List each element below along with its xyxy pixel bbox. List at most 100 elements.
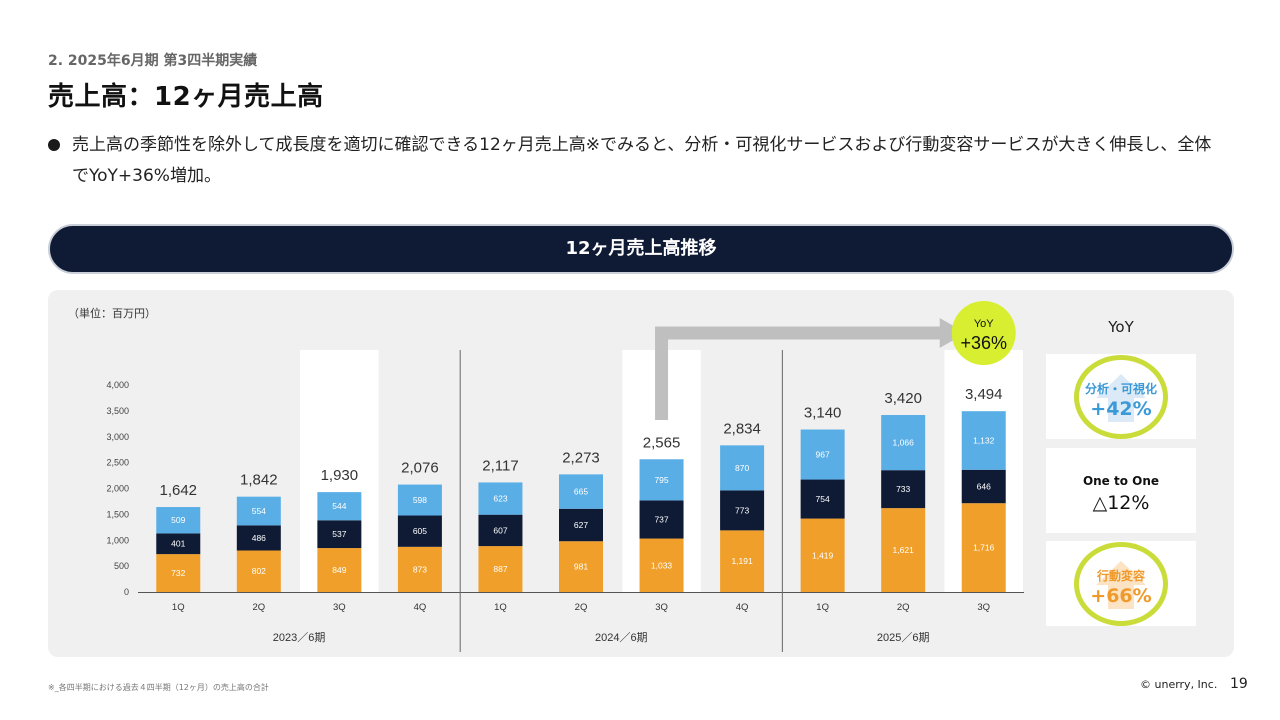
bar-segment xyxy=(397,484,442,516)
x-tick-label: 1Q xyxy=(172,602,185,613)
yoy-ring-icon xyxy=(1074,355,1168,439)
yoy-card-value: +42% xyxy=(1090,398,1152,420)
bar-segment xyxy=(559,474,603,509)
bar-segment xyxy=(720,490,765,531)
x-tick-label: 4Q xyxy=(414,602,427,613)
bar-segment xyxy=(961,469,1006,504)
y-tick-label: 2,500 xyxy=(106,458,129,468)
bar-value-label: 544 xyxy=(332,501,346,511)
bar-segment xyxy=(720,530,765,592)
yoy-card-value: △12% xyxy=(1092,492,1150,514)
bar-value-label: 486 xyxy=(252,533,266,543)
bar-segment xyxy=(559,508,603,542)
bar-value-label: 981 xyxy=(574,562,588,572)
bar-value-label: 598 xyxy=(413,495,427,505)
bullet-dot-icon xyxy=(48,139,60,151)
yoy-card-behavior: 行動変容 +66% xyxy=(1046,541,1196,626)
bar-value-label: 665 xyxy=(574,487,588,497)
bar-segment xyxy=(559,541,603,592)
chart-banner: 12ヶ月売上高推移 xyxy=(48,224,1234,274)
bar-value-label: 607 xyxy=(493,525,507,535)
bar-value-label: 873 xyxy=(413,564,427,574)
bar-value-label: 1,066 xyxy=(893,438,915,448)
y-tick-label: 2,000 xyxy=(106,484,129,494)
bar-segment xyxy=(156,533,201,555)
up-arrow-icon xyxy=(1096,561,1146,609)
x-tick-label: 2Q xyxy=(897,602,910,613)
section-label: 2. 2025年6月期 第3四半期実績 xyxy=(48,53,258,69)
bar-total-label: 1,930 xyxy=(321,467,359,484)
bar-segment xyxy=(317,492,362,521)
yoy-card-name: 行動変容 xyxy=(1096,569,1145,583)
x-tick-label: 1Q xyxy=(494,602,507,613)
bar-value-label: 605 xyxy=(413,526,427,536)
bar-value-label: 870 xyxy=(735,463,749,473)
bar-segment xyxy=(397,546,442,592)
bar-segment xyxy=(156,507,201,534)
page-number: 19 xyxy=(1230,676,1248,692)
x-tick-label: 2Q xyxy=(252,602,265,613)
bar-segment xyxy=(639,500,684,539)
bar-value-label: 1,132 xyxy=(973,435,995,445)
bar-value-label: 733 xyxy=(896,484,910,494)
yoy-header: YoY xyxy=(1108,318,1134,336)
bar-total-label: 1,842 xyxy=(240,472,278,489)
bar-value-label: 732 xyxy=(171,568,185,578)
bar-segment xyxy=(317,548,362,592)
y-tick-label: 500 xyxy=(114,561,129,571)
bar-total-label: 3,420 xyxy=(884,390,922,407)
bar-segment xyxy=(961,503,1006,592)
bar-segment xyxy=(236,496,281,526)
footnote: ※_各四半期における過去４四半期（12ヶ月）の売上高の合計 xyxy=(48,683,269,692)
x-tick-label: 3Q xyxy=(333,602,346,613)
bar-total-label: 2,117 xyxy=(482,457,518,474)
bar-segment xyxy=(639,538,684,592)
x-tick-label: 3Q xyxy=(977,602,990,613)
bar-value-label: 1,191 xyxy=(731,556,753,566)
bar-value-label: 554 xyxy=(252,506,266,516)
yoy-card-value: +66% xyxy=(1090,585,1152,607)
bar-segment xyxy=(720,445,765,491)
bar-value-label: 623 xyxy=(493,494,507,504)
bar-value-label: 1,621 xyxy=(893,545,915,555)
bar-value-label: 537 xyxy=(332,529,346,539)
yoy-badge-circle xyxy=(951,301,1016,365)
bar-value-label: 737 xyxy=(654,514,668,524)
bar-value-label: 773 xyxy=(735,505,749,515)
yoy-card-name: One to One xyxy=(1082,474,1160,488)
y-tick-label: 4,000 xyxy=(106,380,129,390)
bar-total-label: 3,140 xyxy=(804,405,842,422)
x-tick-label: 4Q xyxy=(736,602,749,613)
bar-segment xyxy=(317,520,362,549)
x-tick-label: 1Q xyxy=(816,602,829,613)
bar-value-label: 849 xyxy=(332,565,346,575)
bar-segment xyxy=(800,429,845,480)
unit-label: （単位：百万円） xyxy=(68,307,156,320)
bar-segment xyxy=(156,554,201,592)
y-tick-label: 3,000 xyxy=(106,432,129,442)
group-label: 2024／6期 xyxy=(595,631,648,644)
bar-segment xyxy=(961,411,1006,470)
bar-value-label: 754 xyxy=(816,494,830,504)
group-label: 2023／6期 xyxy=(273,631,326,644)
bar-segment xyxy=(881,508,926,592)
bar-segment xyxy=(236,525,281,551)
copyright: © unerry, Inc. xyxy=(1140,678,1218,691)
bar-value-label: 887 xyxy=(493,564,507,574)
yoy-card-name: 分析・可視化 xyxy=(1084,382,1157,396)
bar-value-label: 646 xyxy=(977,481,991,491)
bar-value-label: 1,033 xyxy=(651,560,673,570)
bar-segment xyxy=(881,470,926,509)
bar-value-label: 627 xyxy=(574,520,588,530)
bar-total-label: 2,565 xyxy=(643,434,681,451)
page-title: 売上高：12ヶ月売上高 xyxy=(48,82,324,112)
yoy-card-analytics: 分析・可視化 +42% xyxy=(1046,354,1196,439)
bar-value-label: 401 xyxy=(171,539,185,549)
bar-value-label: 1,716 xyxy=(973,543,995,553)
x-tick-label: 2Q xyxy=(575,602,588,613)
y-tick-label: 0 xyxy=(124,587,129,597)
group-label: 2025／6期 xyxy=(877,631,930,644)
bar-total-label: 3,494 xyxy=(965,386,1003,403)
yoy-badge-label: YoY xyxy=(974,318,994,330)
bar-total-label: 2,834 xyxy=(723,420,761,437)
